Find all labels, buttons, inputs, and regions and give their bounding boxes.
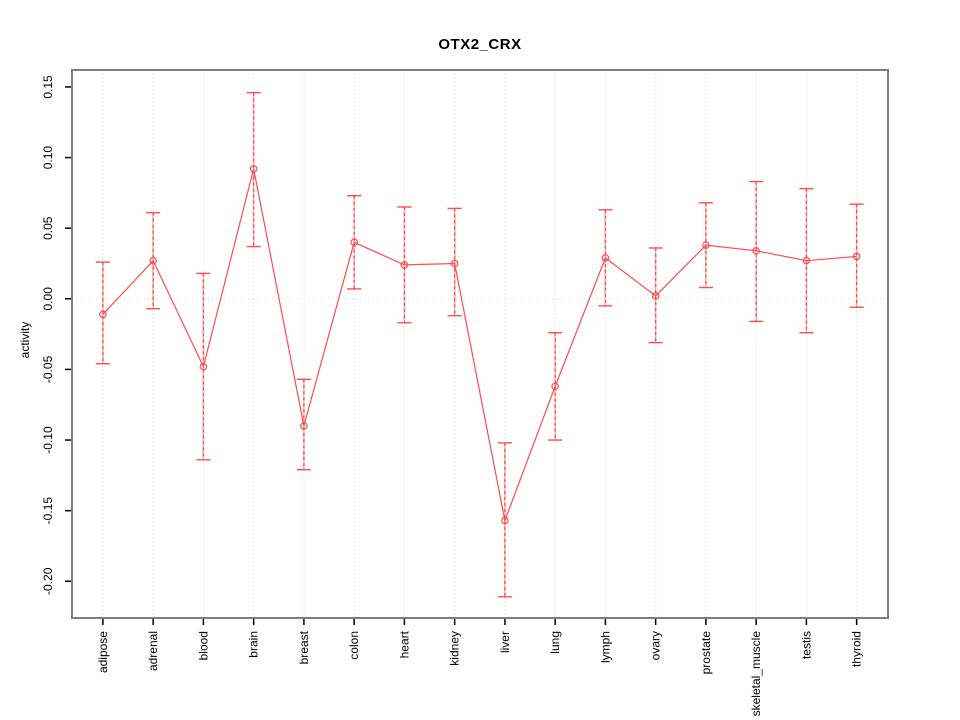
data-point-marker [249, 165, 258, 173]
x-tick-label: testis [799, 631, 813, 659]
x-tick-label: colon [347, 631, 361, 660]
y-tick-label: -0.10 [41, 426, 55, 454]
x-tick-label: adrenal [146, 631, 160, 671]
x-tick-label: brain [247, 631, 261, 658]
x-tick-label: lung [548, 631, 562, 654]
data-point-marker [802, 256, 811, 265]
x-tick-label: lymph [598, 631, 612, 663]
data-point-marker [852, 252, 861, 261]
plot-frame [71, 69, 889, 619]
y-tick-label: -0.15 [41, 497, 55, 525]
y-tick-label: -0.05 [41, 355, 55, 383]
x-tick-label: skeletal_muscle [749, 631, 763, 717]
x-tick-label: prostate [699, 631, 713, 675]
data-point-marker [501, 516, 509, 525]
chart-title: OTX2_CRX [438, 36, 522, 53]
data-point-marker [651, 292, 660, 300]
y-tick-label: 0.15 [41, 75, 55, 99]
x-tick-label: kidney [448, 631, 462, 666]
y-tick-label: 0.00 [41, 287, 55, 311]
x-tick-label: breast [297, 630, 311, 664]
x-tick-label: liver [498, 631, 512, 653]
x-tick-label: ovary [649, 631, 663, 660]
data-point-marker [551, 382, 559, 391]
series-line [102, 168, 857, 523]
data-point-marker [300, 422, 308, 430]
data-point-marker [350, 238, 358, 247]
x-tick-label: heart [397, 630, 411, 658]
data-point-marker [450, 259, 459, 268]
y-tick-label: 0.10 [41, 146, 55, 170]
data-point-marker [199, 362, 208, 371]
y-tick-label: -0.20 [41, 567, 55, 595]
data-point-marker [149, 256, 157, 265]
data-point-marker [400, 261, 409, 269]
x-tick-label: blood [196, 631, 210, 660]
y-tick-label: 0.05 [41, 216, 55, 240]
data-point-marker [99, 310, 107, 319]
data-point-marker [752, 246, 760, 255]
data-point-marker [601, 254, 610, 262]
x-tick-label: adipose [96, 631, 110, 673]
x-tick-label: thyroid [850, 631, 864, 667]
data-point-marker [702, 241, 710, 249]
